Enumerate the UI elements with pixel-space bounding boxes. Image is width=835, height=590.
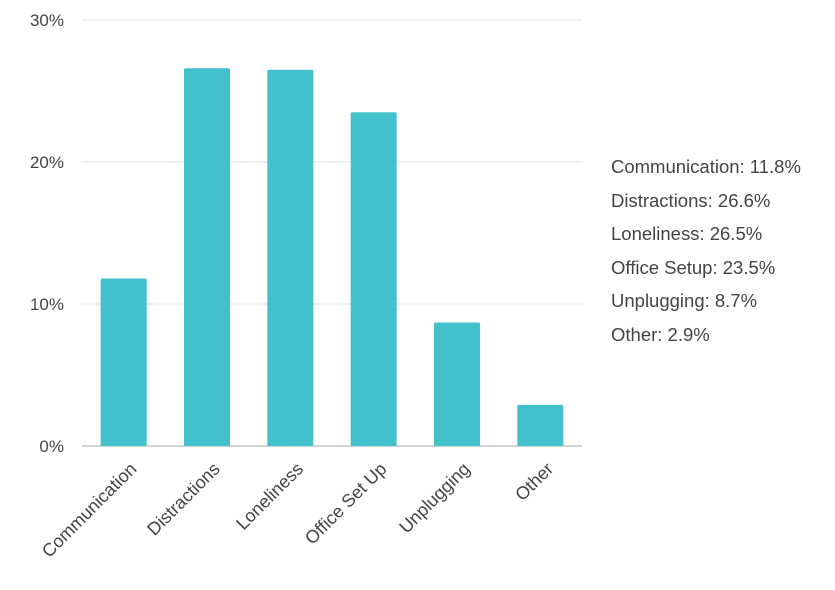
bars <box>100 68 564 447</box>
x-tick-label-office-set-up: Office Set Up <box>301 459 391 549</box>
bar-office-set-up <box>350 112 397 447</box>
legend-line-office-setup: Office Setup: 23.5% <box>611 256 776 278</box>
bar-loneliness <box>267 69 314 446</box>
y-tick-label: 30% <box>30 11 64 30</box>
legend-line-unplugging: Unplugging: 8.7% <box>611 290 758 312</box>
bar-unplugging <box>434 322 480 446</box>
y-tick-label: 10% <box>30 295 64 314</box>
x-tick-label-communication: Communication <box>38 459 141 562</box>
x-tick-label-unplugging: Unplugging <box>395 459 474 538</box>
bar-distractions <box>184 68 230 446</box>
x-tick-label-distractions: Distractions <box>143 459 224 540</box>
legend-line-distractions: Distractions: 26.6% <box>611 189 771 211</box>
legend-line-other: Other: 2.9% <box>611 323 710 345</box>
x-tick-label-other: Other <box>511 459 557 505</box>
x-axis-labels: Communication Distractions LonelinessOffic… <box>38 459 557 562</box>
y-tick-label: 0% <box>39 437 64 456</box>
y-axis-ticks: 0% 10% 20% 30% <box>30 11 64 456</box>
legend-line-loneliness: Loneliness: 26.5% <box>611 223 763 245</box>
bar-communication <box>100 278 147 446</box>
gridlines <box>82 19 582 447</box>
x-tick-label-loneliness: Loneliness <box>232 459 307 534</box>
y-tick-label: 20% <box>30 153 64 172</box>
legend-text: Communication: 11.8% Distractions: 26.6%… <box>611 150 801 352</box>
legend-line-communication: Communication: 11.8% <box>611 156 801 177</box>
bar-other <box>517 404 564 446</box>
